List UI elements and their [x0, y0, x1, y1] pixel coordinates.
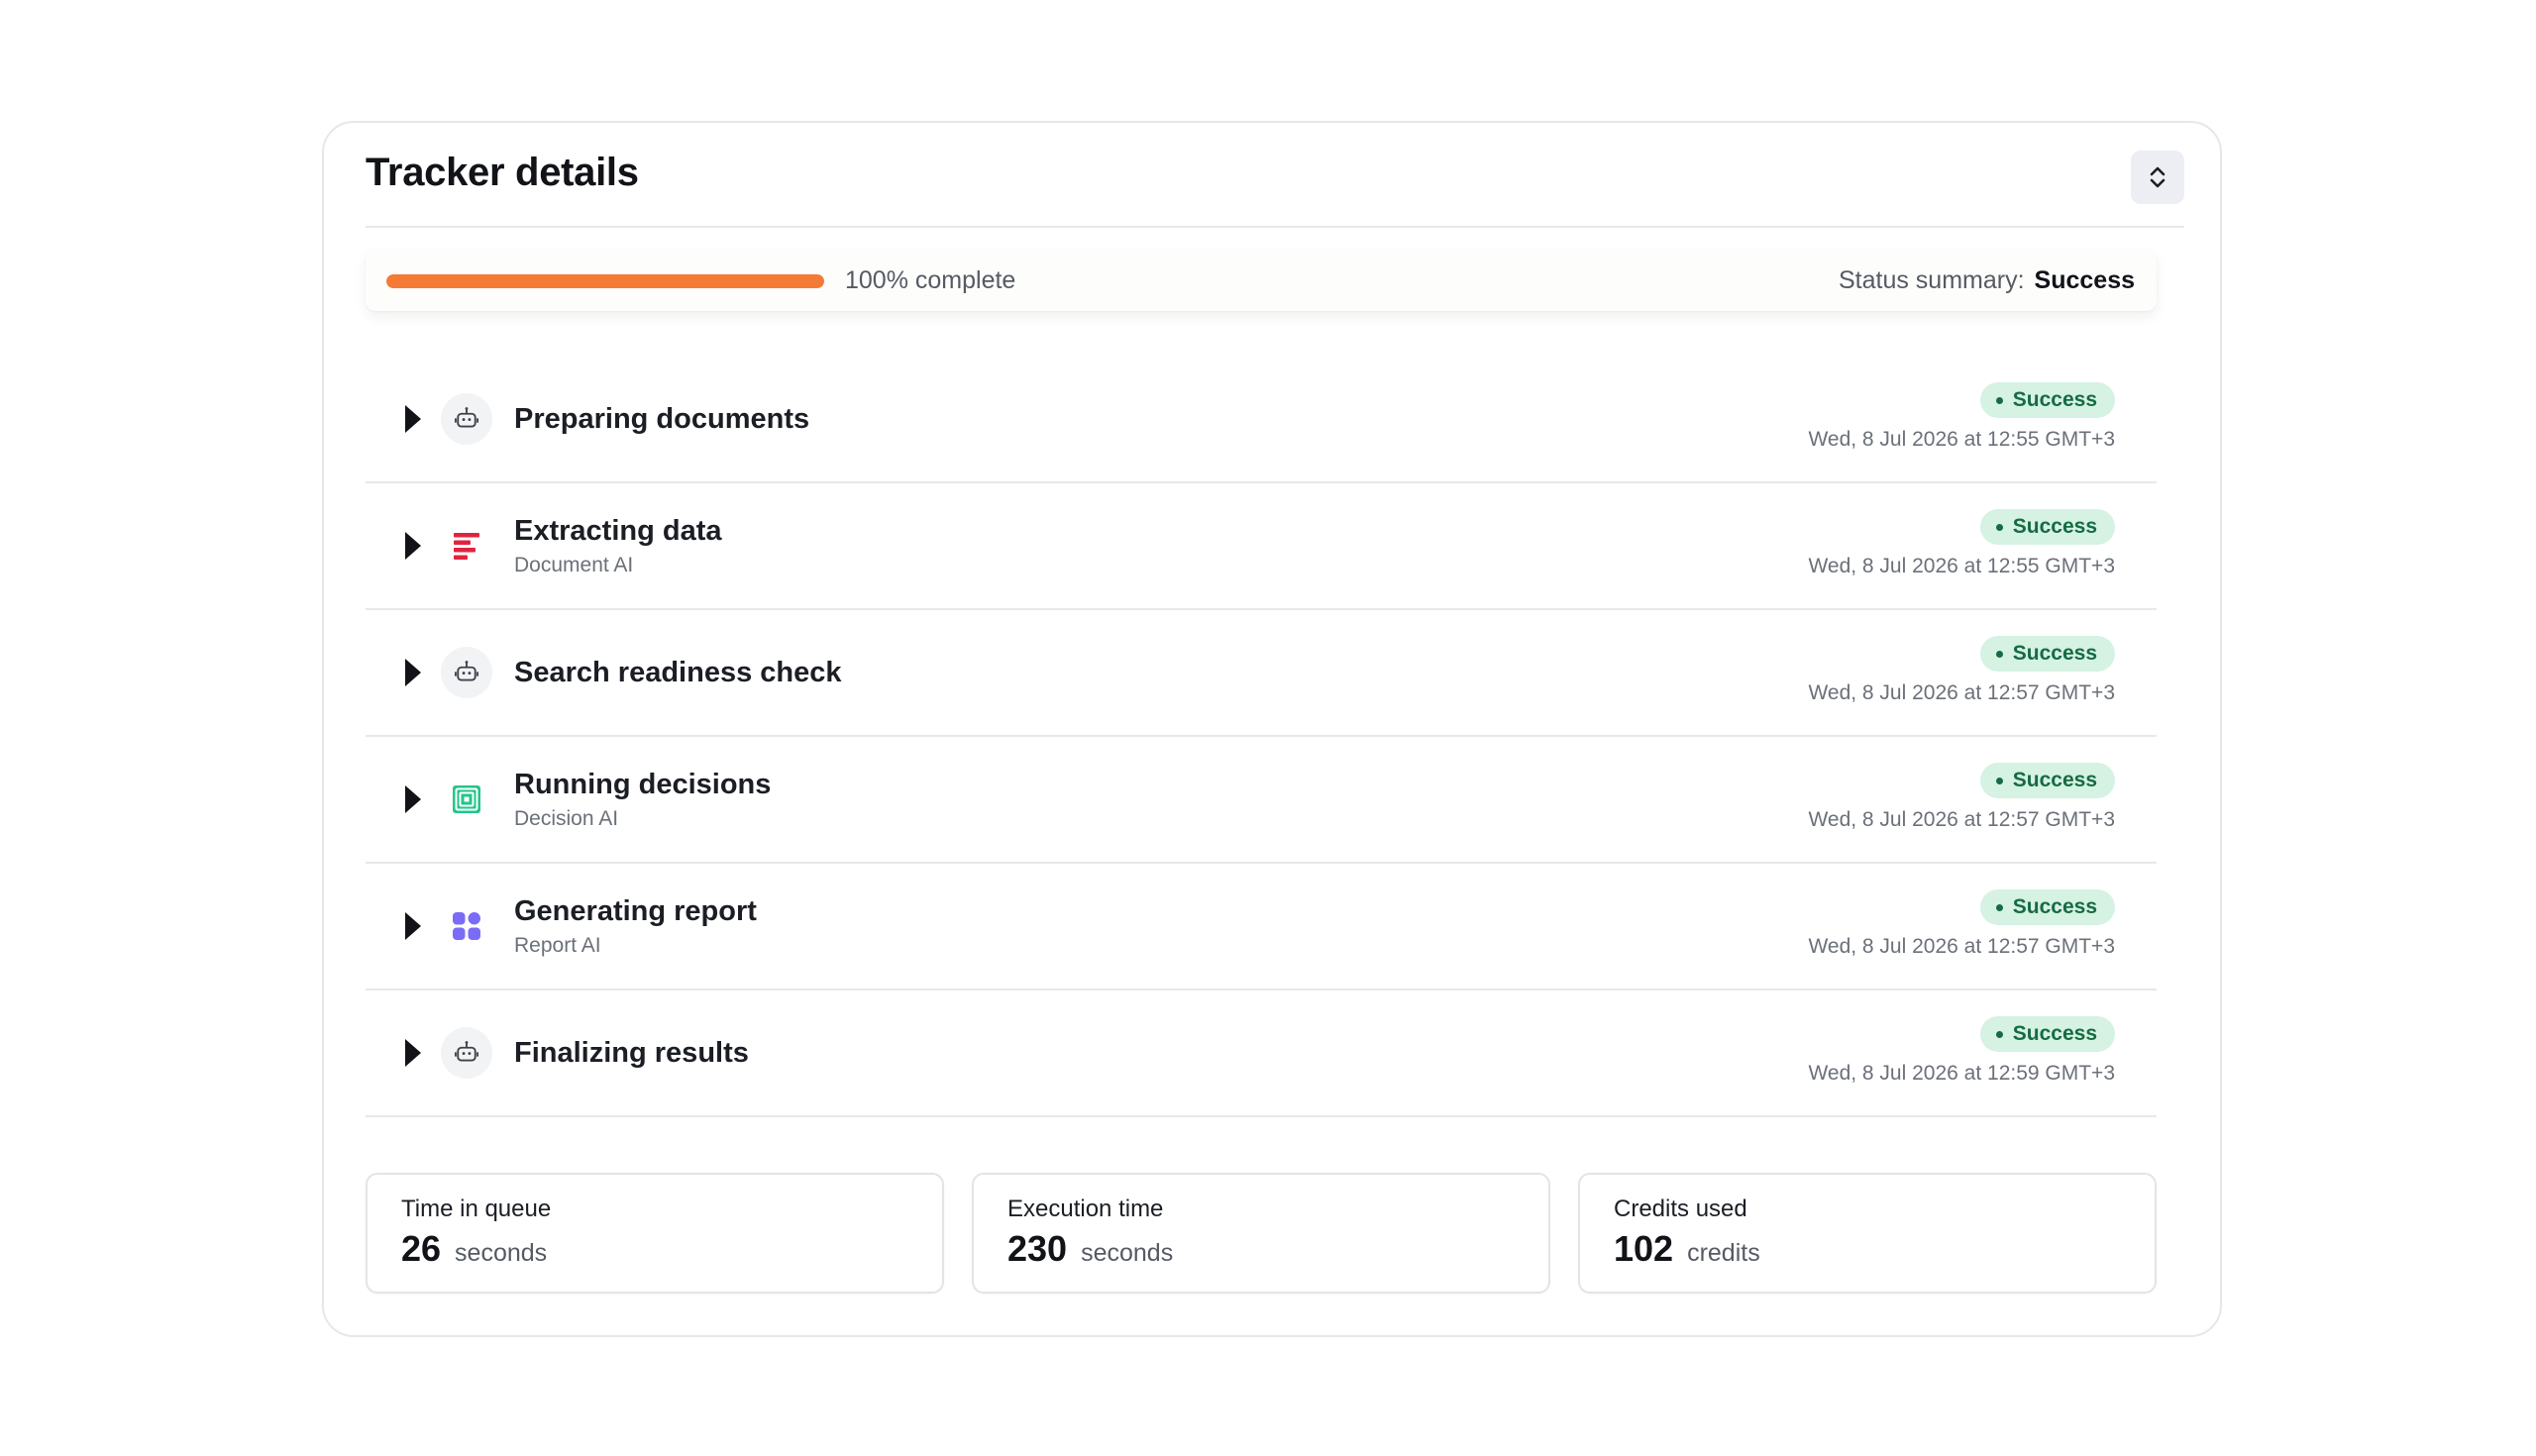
- step-timestamp: Wed, 8 Jul 2026 at 12:55 GMT+3: [1808, 428, 2115, 451]
- expand-collapse-button[interactable]: [2131, 151, 2184, 204]
- stat-label: Execution time: [1007, 1196, 1164, 1222]
- step-text: Preparing documents: [514, 401, 809, 437]
- step-text: Finalizing results: [514, 1035, 749, 1071]
- status-dot-icon: [1995, 903, 2003, 911]
- step-timestamp: Wed, 8 Jul 2026 at 12:59 GMT+3: [1808, 1062, 2115, 1085]
- expand-caret-icon[interactable]: [405, 785, 421, 813]
- step-timestamp: Wed, 8 Jul 2026 at 12:57 GMT+3: [1808, 681, 2115, 704]
- stat-unit: seconds: [455, 1239, 548, 1267]
- status-summary-value: Success: [2034, 266, 2135, 294]
- expand-caret-icon[interactable]: [405, 659, 421, 686]
- report-ai-icon: [441, 900, 492, 952]
- step-row[interactable]: Generating report Report AI Success Wed,…: [366, 864, 2157, 990]
- step-title: Running decisions: [514, 769, 772, 800]
- step-text: Extracting data Document AI: [514, 513, 722, 578]
- status-dot-icon: [1995, 777, 2003, 784]
- status-summary: Status summary: Success: [1839, 266, 2135, 295]
- stat-value: 102: [1614, 1228, 1674, 1269]
- step-list: Preparing documents Success Wed, 8 Jul 2…: [366, 357, 2157, 1117]
- step-title: Preparing documents: [514, 403, 810, 435]
- step-subtitle: Report AI: [514, 934, 601, 957]
- stat-value-line: 26 seconds: [401, 1228, 908, 1270]
- status-badge-label: Success: [2012, 515, 2097, 538]
- stat-label: Time in queue: [401, 1196, 552, 1222]
- stats-row: Time in queue 26 seconds Execution time …: [366, 1173, 2157, 1294]
- progress-panel: 100% complete Status summary: Success: [366, 250, 2157, 311]
- robot-icon: [441, 1027, 492, 1079]
- stat-unit: credits: [1687, 1239, 1760, 1267]
- step-title: Extracting data: [514, 515, 722, 547]
- stat-value-line: 230 seconds: [1007, 1228, 1515, 1270]
- page-title: Tracker details: [366, 151, 639, 194]
- step-title: Generating report: [514, 895, 757, 927]
- decision-ai-icon: [441, 774, 492, 825]
- status-badge: Success: [1979, 763, 2115, 798]
- status-badge-label: Success: [2012, 1022, 2097, 1045]
- stat-value-line: 102 credits: [1614, 1228, 2121, 1270]
- stat-unit: seconds: [1081, 1239, 1174, 1267]
- status-badge-label: Success: [2012, 895, 2097, 918]
- progress-label: 100% complete: [845, 266, 1016, 294]
- status-badge-label: Success: [2012, 642, 2097, 665]
- step-row[interactable]: Search readiness check Success Wed, 8 Ju…: [366, 610, 2157, 737]
- step-timestamp: Wed, 8 Jul 2026 at 12:57 GMT+3: [1808, 808, 2115, 831]
- step-timestamp: Wed, 8 Jul 2026 at 12:55 GMT+3: [1808, 555, 2115, 577]
- step-row[interactable]: Preparing documents Success Wed, 8 Jul 2…: [366, 357, 2157, 483]
- expand-caret-icon[interactable]: [405, 405, 421, 433]
- document-ai-icon: [441, 520, 492, 572]
- status-dot-icon: [1995, 523, 2003, 531]
- step-row[interactable]: Finalizing results Success Wed, 8 Jul 20…: [366, 990, 2157, 1117]
- progress-bar-fill: [386, 274, 824, 288]
- stat-label: Credits used: [1614, 1196, 1747, 1222]
- status-dot-icon: [1995, 650, 2003, 658]
- step-subtitle: Decision AI: [514, 807, 619, 830]
- step-timestamp: Wed, 8 Jul 2026 at 12:57 GMT+3: [1808, 935, 2115, 958]
- expand-caret-icon[interactable]: [405, 532, 421, 560]
- stat-value: 26: [401, 1228, 442, 1269]
- card-header: Tracker details: [366, 123, 2184, 228]
- progress-bar: [386, 274, 824, 288]
- robot-icon: [441, 393, 492, 445]
- expand-caret-icon[interactable]: [405, 912, 421, 940]
- chevron-up-down-icon: [2150, 166, 2166, 188]
- step-text: Search readiness check: [514, 655, 841, 690]
- stat-card-credits-used: Credits used 102 credits: [1578, 1173, 2157, 1294]
- stat-card-execution-time: Execution time 230 seconds: [972, 1173, 1550, 1294]
- status-badge-label: Success: [2012, 388, 2097, 411]
- step-title: Search readiness check: [514, 657, 842, 688]
- status-dot-icon: [1995, 396, 2003, 404]
- status-dot-icon: [1995, 1030, 2003, 1038]
- stat-card-time-in-queue: Time in queue 26 seconds: [366, 1173, 944, 1294]
- step-row[interactable]: Extracting data Document AI Success Wed,…: [366, 483, 2157, 610]
- step-subtitle: Document AI: [514, 554, 634, 576]
- status-badge: Success: [1979, 889, 2115, 925]
- status-badge: Success: [1979, 509, 2115, 545]
- status-badge: Success: [1979, 1016, 2115, 1052]
- robot-icon: [441, 647, 492, 698]
- step-text: Running decisions Decision AI: [514, 767, 771, 832]
- stat-value: 230: [1007, 1228, 1068, 1269]
- status-summary-label: Status summary:: [1838, 266, 2025, 294]
- status-badge: Success: [1979, 382, 2115, 418]
- step-text: Generating report Report AI: [514, 893, 757, 959]
- status-badge-label: Success: [2012, 769, 2097, 791]
- expand-caret-icon[interactable]: [405, 1039, 421, 1067]
- step-title: Finalizing results: [514, 1037, 749, 1069]
- step-row[interactable]: Running decisions Decision AI Success We…: [366, 737, 2157, 864]
- tracker-details-card: Tracker details 100% complete Status sum…: [322, 121, 2222, 1337]
- status-badge: Success: [1979, 636, 2115, 672]
